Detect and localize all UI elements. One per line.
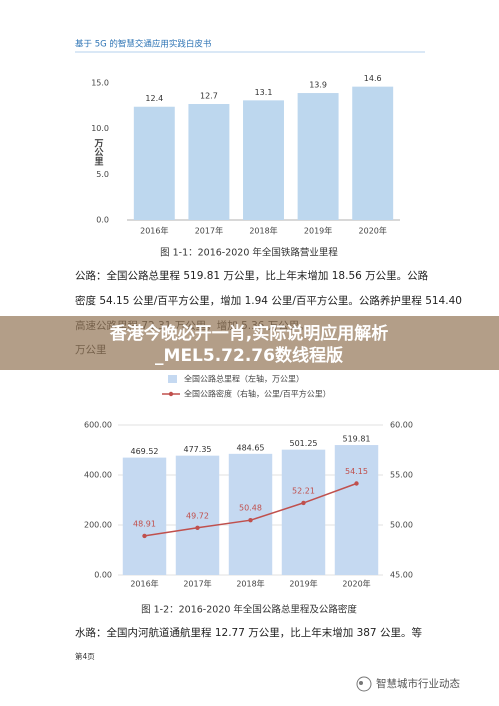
legend-swatch (168, 375, 177, 383)
y-tick-label: 200.00 (84, 521, 112, 530)
line-point (142, 533, 147, 539)
x-tick-label: 2017年 (183, 579, 211, 589)
value-label: 501.25 (290, 439, 318, 448)
x-tick-label: 2018年 (236, 579, 264, 589)
page-number: 第4页 (75, 651, 95, 661)
chart-caption: 图 1-2：2016-2020 年全国公路总里程及公路密度 (141, 604, 357, 616)
bar (133, 106, 175, 220)
x-tick-label: 2020年 (342, 579, 370, 589)
watermark: 智慧城市行业动态 (356, 676, 460, 692)
x-tick-label: 2019年 (289, 579, 317, 589)
paragraph-line: 水路：全国内河航道通航里程 12.77 万公里，比上年末增加 387 公里。等 (75, 626, 422, 639)
value-label: 12.7 (200, 92, 218, 101)
value-label: 14.6 (364, 74, 382, 83)
x-tick-label: 2016年 (140, 226, 168, 236)
value-label: 52.21 (292, 486, 315, 495)
overlay-banner: 香港今晚必开一肖,实际说明应用解析 _MEL5.72.76数线程版 (0, 316, 499, 370)
bar (188, 104, 230, 220)
paragraph-line: 公路：全国公路总里程 519.81 万公里，比上年末增加 18.56 万公里。公… (75, 269, 429, 282)
x-tick-label: 2017年 (195, 226, 223, 236)
value-label: 477.35 (184, 445, 212, 454)
y-tick-label: 400.00 (84, 471, 112, 480)
value-label: 48.91 (133, 519, 156, 528)
y-tick-label: 600.00 (84, 421, 112, 430)
value-label: 49.72 (186, 511, 209, 520)
x-tick-label: 2018年 (249, 226, 277, 236)
x-tick-label: 2019年 (304, 226, 332, 236)
bar (352, 86, 394, 220)
y-tick-label: 0.00 (94, 571, 112, 580)
value-label: 469.52 (131, 447, 159, 456)
bar (228, 453, 273, 575)
value-label: 12.4 (145, 94, 163, 103)
legend-label: 全国公路总里程（左轴，万公里） (184, 374, 304, 384)
watermark-icon-dot (359, 681, 363, 685)
line-point (301, 500, 306, 506)
value-label: 50.48 (239, 504, 262, 513)
y-tick-label: 5.0 (96, 170, 109, 179)
bar (297, 93, 339, 220)
paragraph-line: 密度 54.15 公里/百平方公里，增加 1.94 公里/百平方公里。公路养护里… (75, 294, 462, 307)
bar (281, 449, 326, 575)
banner-line: _MEL5.72.76数线程版 (155, 345, 343, 366)
value-label: 54.15 (345, 467, 368, 476)
y2-tick-label: 55.00 (390, 471, 413, 480)
x-tick-label: 2016年 (130, 579, 158, 589)
y-tick-label: 0.0 (96, 216, 109, 225)
header-title: 基于 5G 的智慧交通应用实践白皮书 (75, 39, 212, 50)
x-tick-label: 2020年 (359, 226, 387, 236)
legend-label: 全国公路密度（右轴，公里/百平方公里） (184, 389, 331, 399)
y-axis-label: 万公里 (93, 138, 105, 165)
value-label: 484.65 (237, 443, 265, 452)
y-tick-label: 10.0 (91, 124, 109, 133)
y2-tick-label: 60.00 (390, 421, 413, 430)
y-tick-label: 15.0 (91, 79, 109, 88)
line-point (354, 481, 359, 486)
value-label: 13.1 (255, 88, 273, 97)
line-point (195, 525, 200, 530)
banner-background (0, 316, 499, 370)
bar (243, 100, 284, 220)
y2-tick-label: 45.00 (390, 571, 413, 580)
value-label: 519.81 (343, 435, 371, 444)
line-point (248, 518, 253, 523)
bar (122, 457, 167, 575)
watermark-text: 智慧城市行业动态 (376, 677, 460, 690)
watermark-icon (356, 676, 372, 692)
bar (175, 455, 220, 575)
legend-swatch (168, 391, 174, 397)
bar (334, 445, 379, 575)
chart-caption: 图 1-1：2016-2020 年全国铁路营业里程 (160, 247, 338, 259)
banner-line: 香港今晚必开一肖,实际说明应用解析 (110, 323, 388, 344)
value-label: 13.9 (309, 81, 327, 90)
y2-tick-label: 50.00 (390, 521, 413, 530)
